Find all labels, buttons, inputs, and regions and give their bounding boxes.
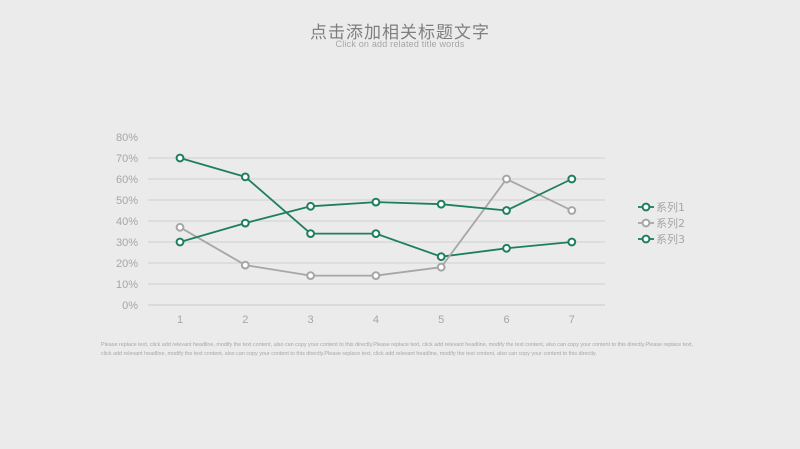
legend-label: 系列3	[656, 232, 685, 246]
x-tick-label: 4	[373, 314, 379, 326]
y-tick-label: 40%	[116, 216, 138, 228]
legend-marker	[641, 234, 651, 244]
data-point	[502, 206, 511, 215]
y-tick-label: 70%	[116, 153, 138, 165]
data-point	[175, 237, 185, 247]
data-point	[567, 237, 577, 247]
data-point	[371, 197, 381, 207]
y-tick-label: 60%	[116, 174, 138, 186]
data-point	[240, 218, 250, 228]
slide-title: 点击添加相关标题文字	[310, 23, 490, 43]
data-point	[306, 271, 316, 281]
y-tick-label: 50%	[116, 195, 138, 207]
y-tick-label: 20%	[116, 258, 138, 270]
y-tick-label: 30%	[116, 237, 138, 249]
data-point	[502, 174, 511, 184]
series-line-2	[179, 178, 573, 277]
x-tick-label: 3	[308, 314, 314, 326]
data-point	[502, 243, 511, 253]
x-tick-label: 6	[503, 314, 509, 326]
y-tick-label: 0%	[122, 300, 138, 312]
y-tick-label: 10%	[116, 279, 138, 291]
data-point	[175, 222, 185, 232]
legend-label: 系列2	[656, 216, 685, 230]
x-tick-label: 7	[569, 314, 575, 326]
slide-subtitle: Click on add related title words	[335, 39, 465, 49]
data-point	[436, 252, 446, 262]
legend-marker	[641, 218, 651, 228]
data-point	[436, 199, 446, 209]
data-point	[240, 172, 250, 182]
data-point	[306, 229, 316, 239]
data-point	[371, 229, 381, 239]
data-point	[371, 271, 381, 281]
legend-marker	[641, 202, 651, 212]
data-point	[567, 174, 577, 184]
x-tick-label: 1	[177, 314, 183, 326]
data-point	[240, 260, 250, 270]
x-tick-label: 5	[438, 314, 444, 326]
data-point	[175, 153, 185, 163]
data-point	[567, 206, 577, 215]
data-point	[436, 262, 446, 272]
data-point	[306, 201, 316, 211]
legend-label: 系列1	[656, 200, 685, 214]
body-note-text: Please replace text, click add relevant …	[101, 342, 693, 357]
x-tick-label: 2	[242, 314, 248, 326]
y-tick-label: 80%	[116, 132, 138, 144]
